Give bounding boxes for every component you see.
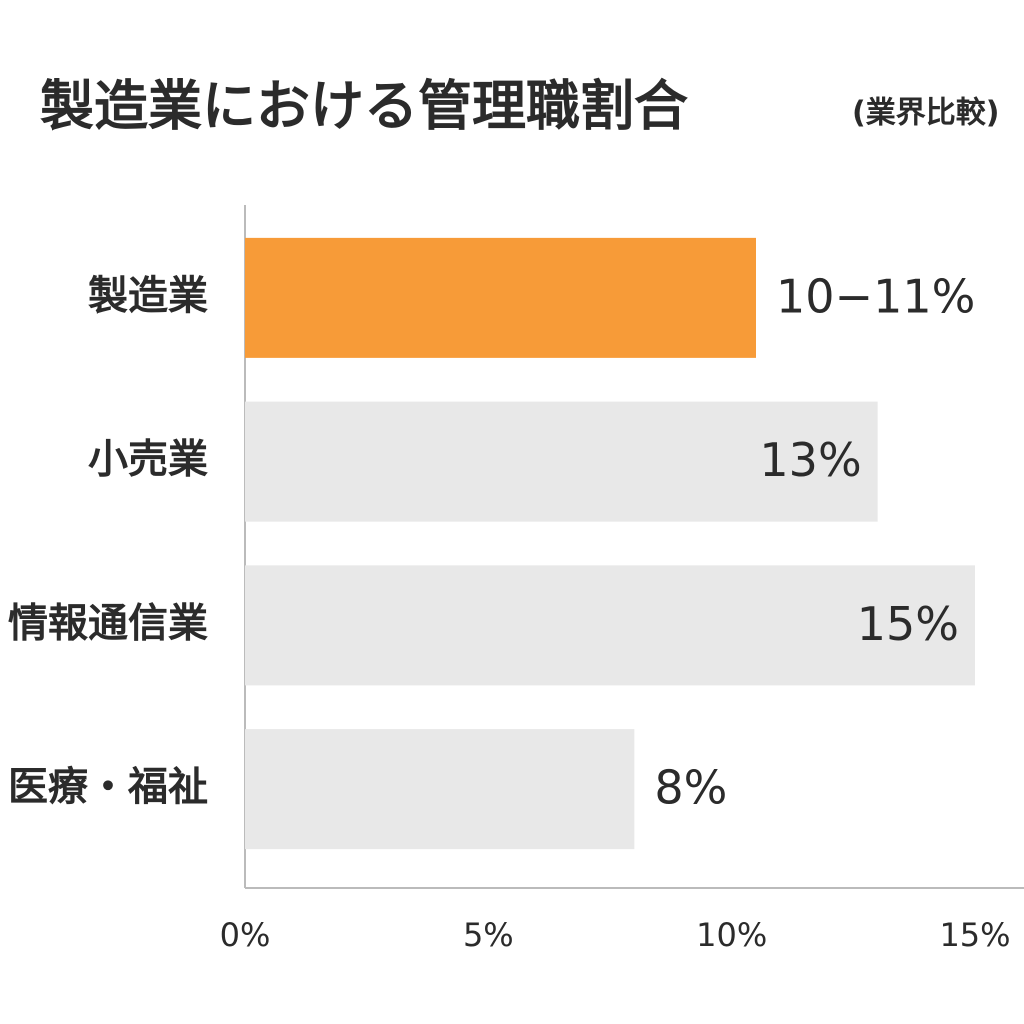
x-tick-label: 10% bbox=[696, 916, 767, 954]
chart-title: 製造業における管理職割合 bbox=[40, 75, 688, 138]
x-tick-label: 0% bbox=[220, 916, 271, 954]
y-tick-label: 製造業 bbox=[88, 273, 208, 319]
bar bbox=[245, 401, 878, 522]
y-tick-label: 医療・福祉 bbox=[8, 764, 208, 810]
value-label: 13% bbox=[759, 433, 861, 487]
bar bbox=[245, 729, 635, 850]
y-tick-label: 小売業 bbox=[88, 437, 208, 483]
bar bbox=[245, 237, 756, 358]
x-tick-label: 15% bbox=[939, 916, 1010, 954]
value-label: 8% bbox=[654, 761, 727, 815]
bar bbox=[245, 565, 975, 686]
x-tick-label: 5% bbox=[463, 916, 514, 954]
y-tick-label: 情報通信業 bbox=[8, 600, 208, 646]
value-label: 15% bbox=[857, 597, 959, 651]
value-label: 10−11% bbox=[776, 269, 975, 323]
chart-subtitle: (業界比較) bbox=[852, 96, 999, 131]
